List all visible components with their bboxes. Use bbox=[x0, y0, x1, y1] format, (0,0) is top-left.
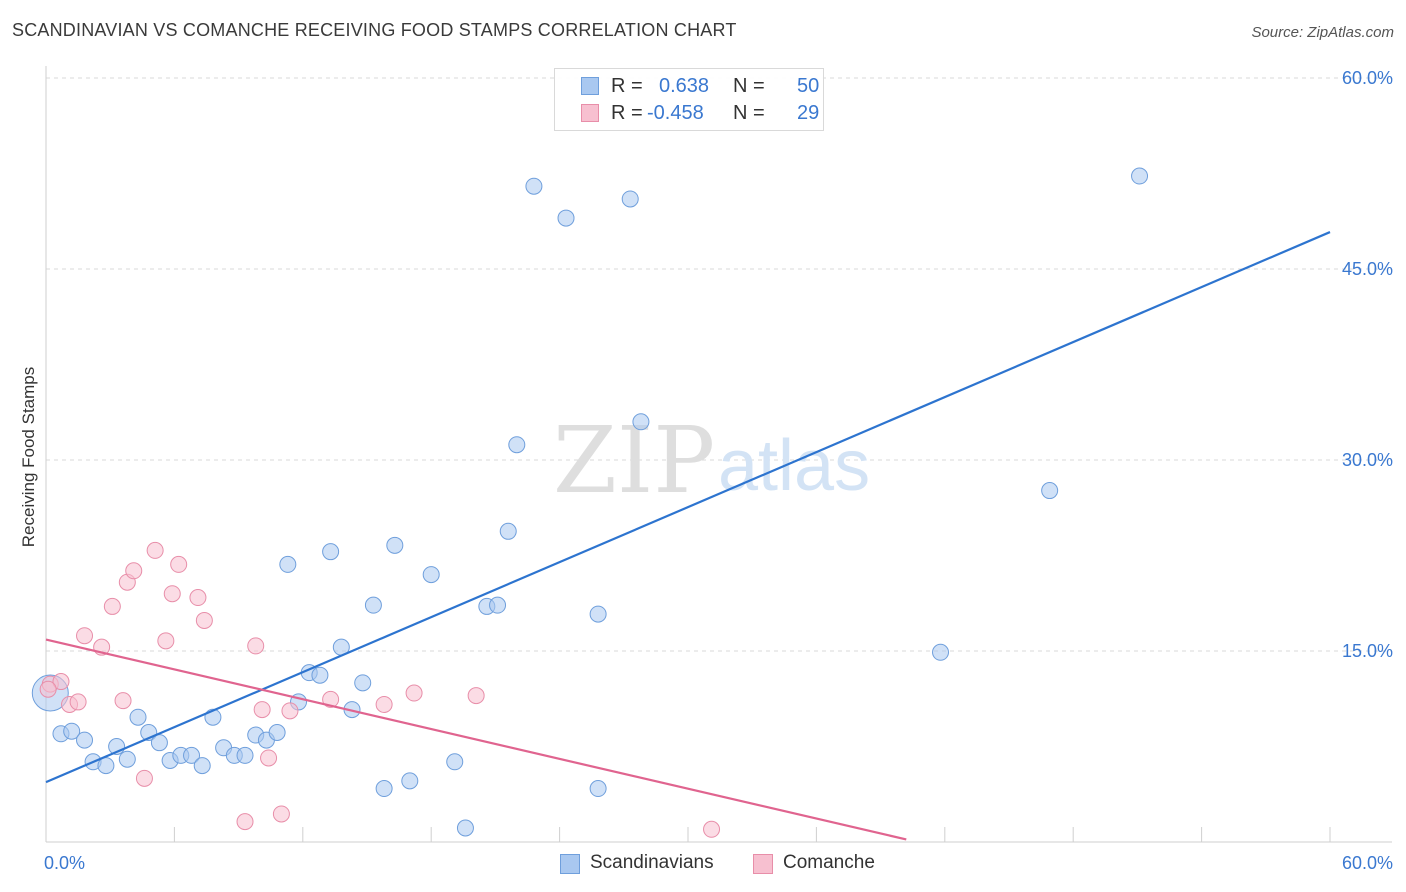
comanche-point bbox=[39, 680, 57, 698]
scandinavian-point bbox=[236, 746, 254, 764]
x-tick-labels: 0.0% 60.0% bbox=[44, 853, 1393, 873]
comanche-point bbox=[247, 637, 265, 655]
scandinavian-point bbox=[932, 643, 950, 661]
scandinavian-point bbox=[63, 722, 81, 740]
scandinavian-point bbox=[183, 746, 201, 764]
y-tick-labels: 15.0% 30.0% 45.0% 60.0% bbox=[1342, 68, 1393, 661]
chart-title: SCANDINAVIAN VS COMANCHE RECEIVING FOOD … bbox=[12, 20, 737, 40]
series-points bbox=[31, 167, 1149, 838]
scandinavian-point bbox=[632, 413, 650, 431]
comanche-point bbox=[189, 589, 207, 607]
bottom-legend-label: Scandinavians bbox=[590, 852, 714, 873]
comanche-point bbox=[103, 597, 121, 615]
comanche-point bbox=[322, 690, 340, 708]
comanche-point bbox=[146, 541, 164, 559]
comanche-point bbox=[253, 701, 271, 719]
comanche-point bbox=[125, 562, 143, 580]
chart-source: Source: ZipAtlas.com bbox=[1251, 24, 1394, 41]
scandinavian-point bbox=[386, 536, 404, 554]
scandinavian-point bbox=[129, 708, 147, 726]
comanche-point bbox=[260, 749, 278, 767]
comanche-point bbox=[375, 695, 393, 713]
scandinavian-point bbox=[489, 596, 507, 614]
bottom-legend-swatch-scandinavians bbox=[560, 854, 580, 874]
scandinavian-point bbox=[311, 666, 329, 684]
y-tick-label: 60.0% bbox=[1342, 68, 1393, 88]
scandinavian-point bbox=[375, 780, 393, 798]
scandinavian-point bbox=[322, 543, 340, 561]
gridlines bbox=[46, 77, 1392, 652]
comanche-point bbox=[467, 687, 485, 705]
scandinavian-point bbox=[557, 209, 575, 227]
scandinavians-trendline bbox=[45, 231, 1331, 784]
scandinavian-point bbox=[118, 750, 136, 768]
scandinavian-point bbox=[589, 780, 607, 798]
legend-n-value: 29 bbox=[797, 102, 820, 124]
legend-n-value: 50 bbox=[797, 75, 820, 97]
scandinavian-point bbox=[508, 436, 526, 454]
legend-swatch-scandinavians bbox=[581, 77, 599, 95]
scandinavian-point bbox=[193, 757, 211, 775]
trendlines bbox=[45, 231, 1331, 841]
y-axis-label: Receiving Food Stamps bbox=[19, 367, 38, 547]
legend-n-label: N = bbox=[733, 75, 765, 97]
comanche-point bbox=[135, 769, 153, 787]
scandinavian-point bbox=[1131, 167, 1149, 185]
comanche-point bbox=[69, 693, 87, 711]
comanche-point bbox=[76, 627, 94, 645]
scandinavian-point bbox=[354, 674, 372, 692]
scandinavian-point bbox=[422, 566, 440, 584]
scandinavian-point bbox=[499, 522, 517, 540]
legend-r-label: R = bbox=[611, 75, 643, 97]
legend-r-value: -0.458 bbox=[647, 102, 704, 124]
scandinavian-point bbox=[446, 753, 464, 771]
comanche-point bbox=[281, 702, 299, 720]
scandinavian-point bbox=[589, 605, 607, 623]
comanche-point bbox=[195, 611, 213, 629]
comanche-point bbox=[236, 813, 254, 831]
comanche-point bbox=[163, 585, 181, 603]
legend-r-value: 0.638 bbox=[659, 75, 710, 97]
scandinavian-point bbox=[621, 190, 639, 208]
axes bbox=[45, 66, 1392, 843]
legend: R = 0.638 N = 50 R = -0.458 N = 29 bbox=[554, 68, 824, 131]
x-tick-label: 60.0% bbox=[1342, 853, 1393, 873]
bottom-legend-label: Comanche bbox=[783, 852, 875, 873]
comanche-point bbox=[272, 805, 290, 823]
scandinavian-point bbox=[268, 723, 286, 741]
y-tick-label: 15.0% bbox=[1342, 641, 1393, 661]
comanche-point bbox=[52, 673, 70, 691]
comanche-trendline bbox=[45, 638, 907, 841]
scandinavian-point bbox=[401, 772, 419, 790]
comanche-point bbox=[114, 692, 132, 710]
y-tick-label: 30.0% bbox=[1342, 450, 1393, 470]
x-tick-label: 0.0% bbox=[44, 853, 85, 873]
y-tick-label: 45.0% bbox=[1342, 259, 1393, 279]
scandinavian-point bbox=[364, 596, 382, 614]
scandinavian-point bbox=[456, 819, 474, 837]
legend-n-label: N = bbox=[733, 102, 765, 124]
scandinavian-point bbox=[1041, 482, 1059, 500]
comanche-point bbox=[703, 820, 721, 838]
legend-swatch-comanche bbox=[581, 104, 599, 122]
comanche-point bbox=[170, 555, 188, 573]
scandinavian-point bbox=[279, 555, 297, 573]
scandinavian-point bbox=[76, 731, 94, 749]
comanche-point bbox=[405, 684, 423, 702]
bottom-legend-swatch-comanche bbox=[753, 854, 773, 874]
comanche-point bbox=[157, 632, 175, 650]
legend-r-label: R = bbox=[611, 102, 643, 124]
scandinavian-point bbox=[525, 177, 543, 195]
